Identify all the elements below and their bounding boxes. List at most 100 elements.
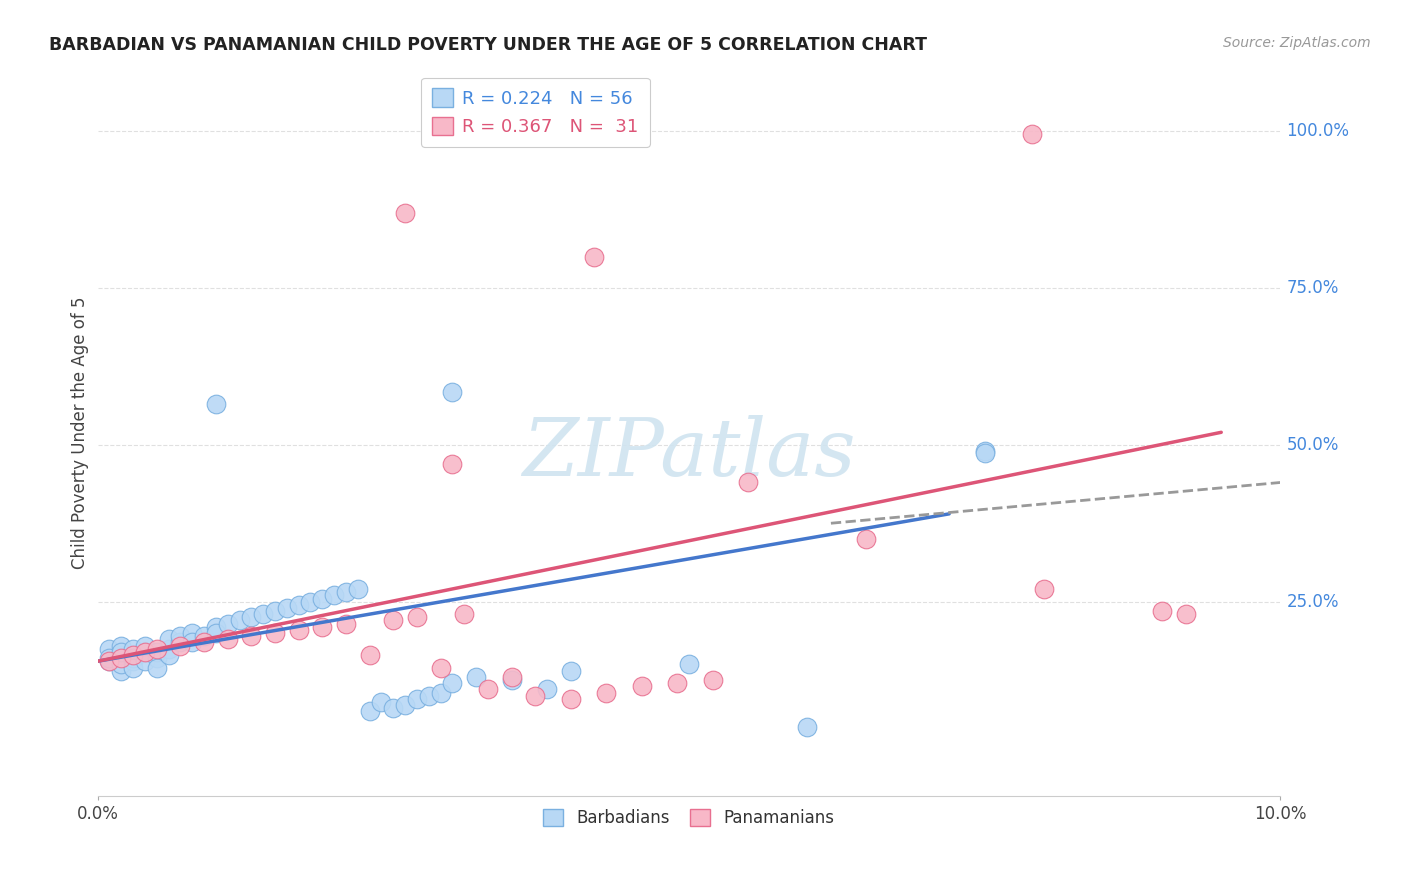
Point xyxy=(855,532,877,546)
Point xyxy=(98,651,121,665)
Point xyxy=(122,648,145,662)
Point xyxy=(157,641,180,656)
Point xyxy=(406,691,429,706)
Point xyxy=(228,614,250,628)
Point xyxy=(181,635,204,649)
Legend: Barbadians, Panamanians: Barbadians, Panamanians xyxy=(536,800,842,835)
Point xyxy=(453,607,475,622)
Point xyxy=(122,641,145,656)
Point xyxy=(110,639,132,653)
Point xyxy=(98,654,121,668)
Point xyxy=(973,446,995,460)
Point xyxy=(311,620,333,634)
Point xyxy=(110,648,132,662)
Point xyxy=(110,651,132,665)
Point xyxy=(406,610,429,624)
Point xyxy=(157,632,180,647)
Point xyxy=(134,654,156,668)
Point xyxy=(666,676,689,690)
Point xyxy=(678,657,700,672)
Point xyxy=(157,648,180,662)
Point xyxy=(145,641,167,656)
Point xyxy=(276,601,298,615)
Point xyxy=(217,632,239,647)
Point xyxy=(110,645,132,659)
Point xyxy=(335,585,357,599)
Point xyxy=(346,582,368,596)
Point xyxy=(583,250,606,264)
Point xyxy=(973,444,995,458)
Point xyxy=(122,660,145,674)
Point xyxy=(169,635,191,649)
Point xyxy=(122,648,145,662)
Point xyxy=(252,607,274,622)
Point xyxy=(501,673,523,687)
Point xyxy=(287,623,309,637)
Point xyxy=(217,616,239,631)
Text: 100.0%: 100.0% xyxy=(1286,122,1350,140)
Point xyxy=(193,635,215,649)
Point xyxy=(418,689,440,703)
Point xyxy=(382,614,405,628)
Point xyxy=(169,629,191,643)
Point xyxy=(145,651,167,665)
Point xyxy=(287,598,309,612)
Point xyxy=(134,639,156,653)
Point xyxy=(560,664,582,678)
Point xyxy=(394,206,416,220)
Point xyxy=(299,594,322,608)
Point xyxy=(441,676,464,690)
Point xyxy=(359,705,381,719)
Point xyxy=(382,701,405,715)
Point xyxy=(193,629,215,643)
Text: 75.0%: 75.0% xyxy=(1286,279,1339,297)
Point xyxy=(205,397,228,411)
Point xyxy=(370,695,392,709)
Point xyxy=(169,639,191,653)
Point xyxy=(441,457,464,471)
Point xyxy=(1174,607,1197,622)
Point xyxy=(122,654,145,668)
Point xyxy=(465,670,488,684)
Point xyxy=(1021,128,1043,142)
Point xyxy=(145,660,167,674)
Point xyxy=(98,654,121,668)
Y-axis label: Child Poverty Under the Age of 5: Child Poverty Under the Age of 5 xyxy=(72,296,89,568)
Text: ZIPatlas: ZIPatlas xyxy=(522,416,856,493)
Point xyxy=(524,689,547,703)
Point xyxy=(110,664,132,678)
Point xyxy=(98,641,121,656)
Point xyxy=(335,616,357,631)
Point xyxy=(536,682,558,697)
Point xyxy=(630,679,652,693)
Point xyxy=(110,657,132,672)
Point xyxy=(323,588,346,602)
Point xyxy=(264,626,287,640)
Point xyxy=(1152,604,1174,618)
Point xyxy=(702,673,724,687)
Point xyxy=(441,384,464,399)
Point xyxy=(205,626,228,640)
Text: Source: ZipAtlas.com: Source: ZipAtlas.com xyxy=(1223,36,1371,50)
Point xyxy=(205,620,228,634)
Point xyxy=(477,682,499,697)
Point xyxy=(796,720,818,734)
Point xyxy=(240,610,263,624)
Point xyxy=(1032,582,1054,596)
Point xyxy=(122,651,145,665)
Point xyxy=(181,626,204,640)
Text: 25.0%: 25.0% xyxy=(1286,592,1339,611)
Point xyxy=(560,691,582,706)
Point xyxy=(134,645,156,659)
Point xyxy=(145,645,167,659)
Point xyxy=(311,591,333,606)
Text: BARBADIAN VS PANAMANIAN CHILD POVERTY UNDER THE AGE OF 5 CORRELATION CHART: BARBADIAN VS PANAMANIAN CHILD POVERTY UN… xyxy=(49,36,927,54)
Point xyxy=(359,648,381,662)
Point xyxy=(501,670,523,684)
Point xyxy=(429,660,451,674)
Point xyxy=(737,475,759,490)
Point xyxy=(134,645,156,659)
Point xyxy=(595,685,617,699)
Text: 50.0%: 50.0% xyxy=(1286,436,1339,454)
Point xyxy=(429,685,451,699)
